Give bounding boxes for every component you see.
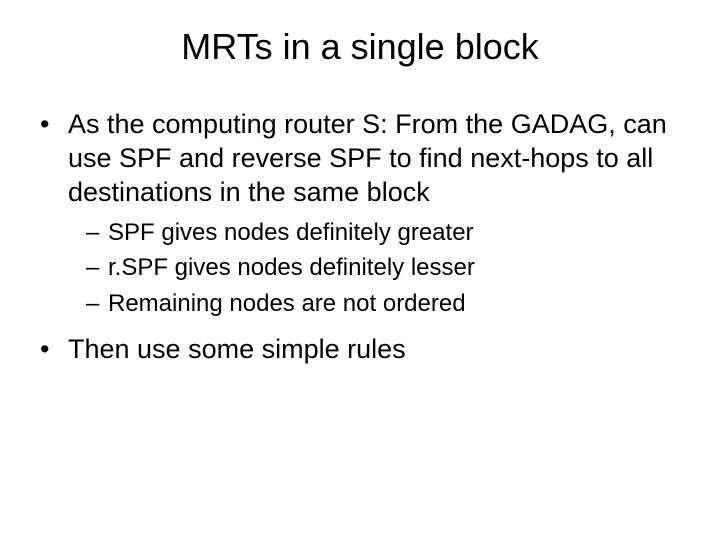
slide-title: MRTs in a single block: [40, 20, 680, 68]
sub-bullet-text: SPF gives nodes definitely greater: [108, 219, 474, 246]
sub-bullet-item: SPF gives nodes definitely greater: [86, 217, 680, 248]
sub-bullet-text: r.SPF gives nodes definitely lesser: [108, 254, 475, 281]
sub-bullet-list: SPF gives nodes definitely greater r.SPF…: [86, 217, 680, 319]
bullet-list: As the computing router S: From the GADA…: [40, 108, 680, 367]
slide: MRTs in a single block As the computing …: [0, 0, 720, 540]
sub-bullet-item: Remaining nodes are not ordered: [86, 288, 680, 319]
bullet-text: As the computing router S: From the GADA…: [68, 109, 667, 207]
sub-bullet-item: r.SPF gives nodes definitely lesser: [86, 252, 680, 283]
bullet-text: Then use some simple rules: [68, 334, 406, 364]
bullet-item: As the computing router S: From the GADA…: [40, 108, 680, 319]
sub-bullet-text: Remaining nodes are not ordered: [108, 290, 466, 317]
bullet-item: Then use some simple rules: [40, 333, 680, 367]
